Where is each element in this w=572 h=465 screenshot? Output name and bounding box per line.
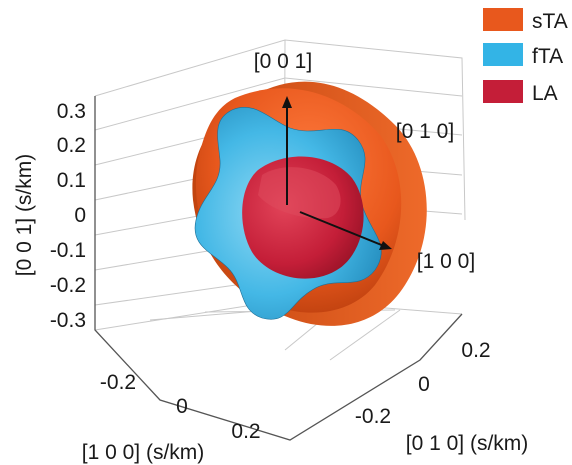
legend-label-fTA: fTA (532, 45, 563, 68)
surface-LA (242, 156, 364, 279)
legend-swatch-LA (483, 80, 523, 103)
z-tick-label: 0.2 (57, 134, 86, 157)
legend-label-sTA: sTA (532, 10, 568, 33)
direction-label-001: [0 0 1] (254, 50, 312, 73)
z-tick-label: -0.2 (50, 274, 86, 297)
direction-label-010: [0 1 0] (396, 120, 454, 143)
legend: sTA fTA LA (483, 8, 568, 105)
z-tick-label: -0.1 (50, 239, 86, 262)
z-tick-label: 0.3 (57, 100, 86, 123)
legend-label-LA: LA (532, 82, 558, 105)
z-axis-label: [0 0 1] (s/km) (13, 154, 36, 277)
y-axis-label: [0 1 0] (s/km) (406, 432, 529, 455)
z-tick-label: -0.3 (50, 309, 86, 332)
x-axis-label: [1 0 0] (s/km) (82, 441, 205, 464)
z-tick-label: 0.1 (57, 169, 86, 192)
z-tick-label: 0 (74, 204, 86, 227)
axes-frame (94, 96, 463, 441)
y-tick-label: -0.2 (355, 405, 391, 428)
y-tick-label: 0 (418, 373, 430, 396)
x-tick-label: -0.2 (100, 371, 136, 394)
x-tick-label: 0.2 (231, 420, 260, 443)
x-tick-label: 0 (176, 395, 188, 418)
legend-swatch-sTA (483, 8, 523, 31)
legend-swatch-fTA (483, 43, 523, 66)
direction-label-100: [1 0 0] (417, 250, 475, 273)
y-tick-label: 0.2 (461, 339, 490, 362)
direction-arrows (282, 96, 392, 250)
